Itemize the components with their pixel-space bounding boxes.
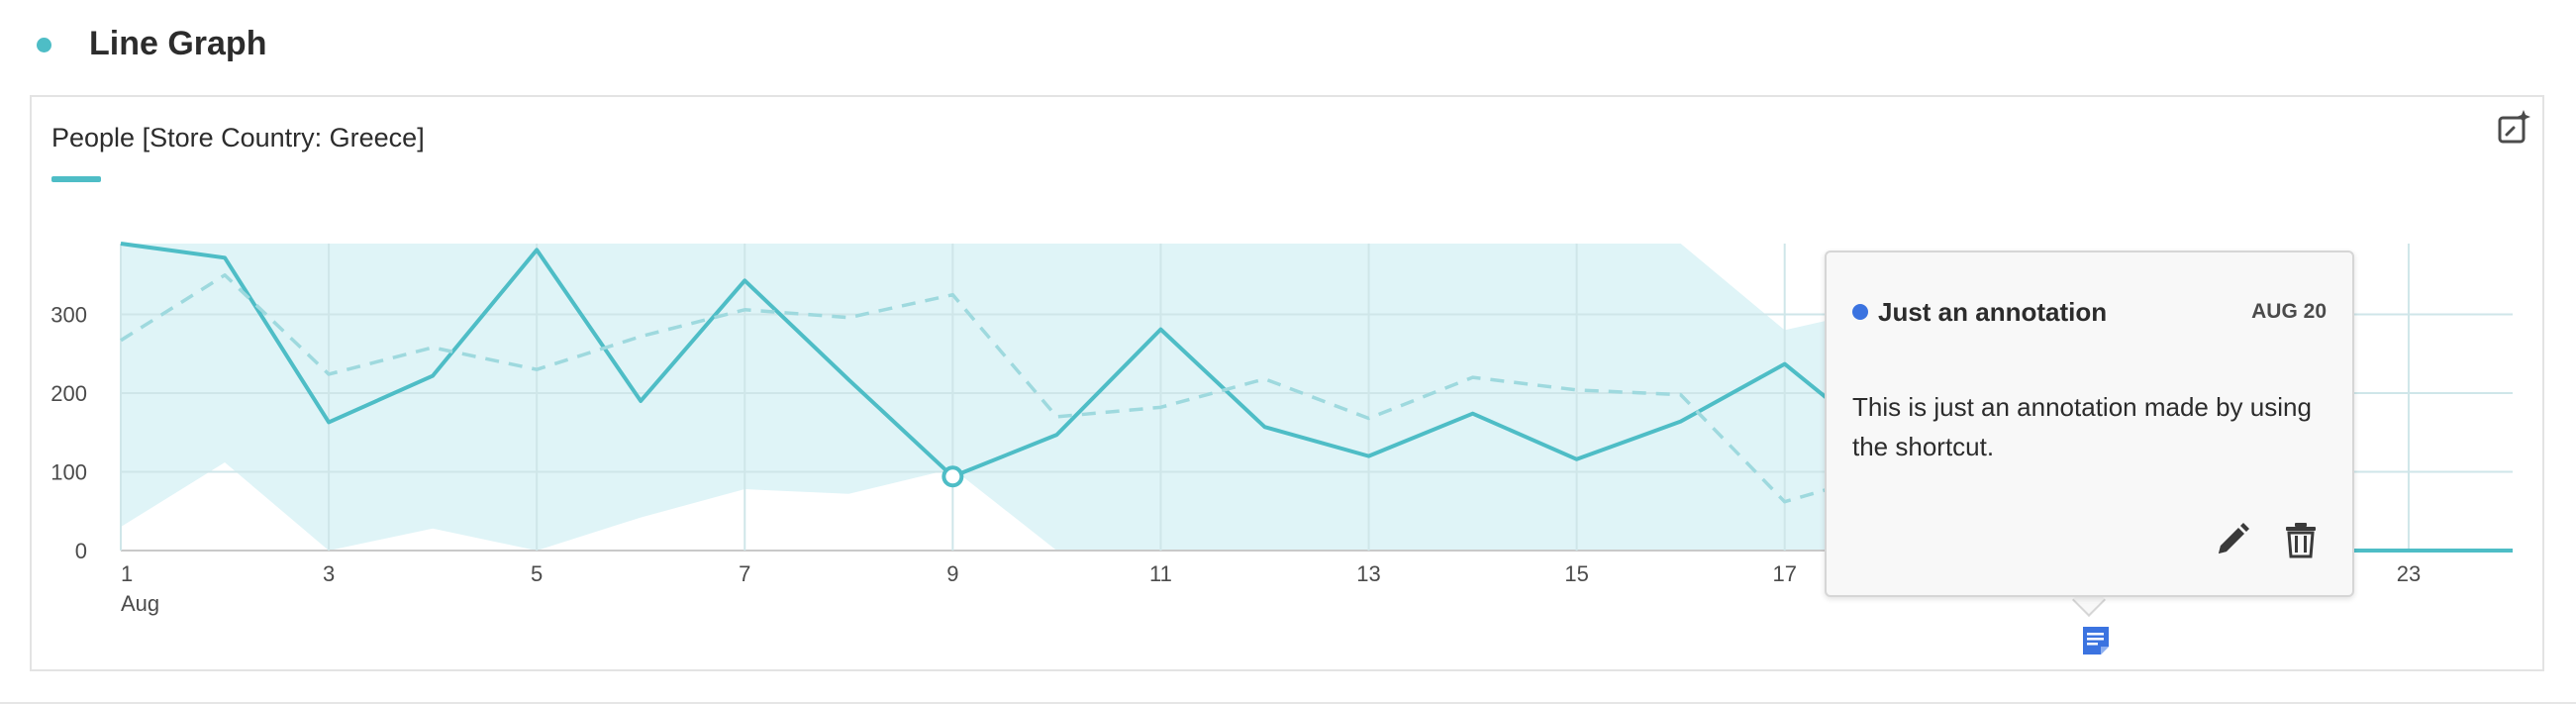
trash-icon[interactable] xyxy=(2281,520,2321,559)
panel-title: Line Graph xyxy=(89,25,267,62)
annotation-body: This is just an annotation made by using… xyxy=(1852,392,2312,461)
pencil-icon[interactable] xyxy=(2213,520,2252,559)
panel-bottom-rule xyxy=(0,702,2576,704)
x-tick-label: 3 xyxy=(323,561,335,586)
x-tick-label: 13 xyxy=(1356,561,1380,586)
panel-header: Line Graph xyxy=(0,0,2576,87)
confidence-band xyxy=(121,244,1889,551)
chart-title: People [Store Country: Greece] xyxy=(51,123,425,152)
highlighted-data-point xyxy=(941,465,964,488)
series-line-expected xyxy=(120,273,1890,504)
y-tick-label: 0 xyxy=(75,539,87,563)
series-color-swatch xyxy=(51,176,101,182)
annotation-popover: Just an annotation AUG 20 This is just a… xyxy=(1825,251,2354,597)
x-tick-label: 23 xyxy=(2397,561,2421,586)
insight-icon[interactable] xyxy=(2497,109,2532,145)
x-tick-label: 7 xyxy=(739,561,750,586)
annotation-date: AUG 20 xyxy=(2251,300,2327,323)
y-tick-label: 300 xyxy=(50,303,87,328)
x-tick-label: 15 xyxy=(1564,561,1588,586)
x-tick-label: 9 xyxy=(946,561,958,586)
x-tick-label: 5 xyxy=(531,561,543,586)
y-tick-label: 200 xyxy=(50,381,87,406)
annotation-note-icon[interactable] xyxy=(2081,625,2111,656)
x-tick-label: 17 xyxy=(1772,561,1796,586)
series-line-actual xyxy=(120,242,1890,479)
x-axis-month-label: Aug xyxy=(121,591,159,616)
annotation-title: Just an annotation xyxy=(1878,297,2108,327)
x-tick-label: 11 xyxy=(1149,561,1172,586)
panel-status-dot xyxy=(37,38,51,52)
y-tick-label: 100 xyxy=(50,460,87,485)
x-tick-label: 1 xyxy=(121,561,133,586)
annotation-color-dot xyxy=(1852,304,1868,320)
